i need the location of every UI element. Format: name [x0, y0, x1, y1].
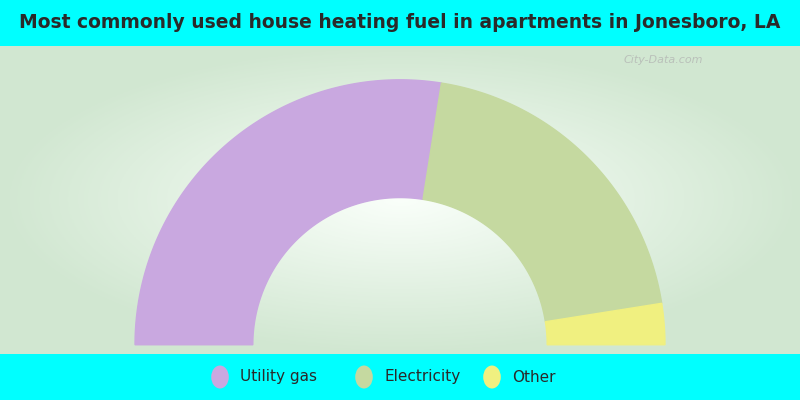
Ellipse shape [211, 366, 229, 388]
Ellipse shape [355, 366, 373, 388]
Text: City-Data.com: City-Data.com [624, 55, 703, 65]
Polygon shape [135, 80, 442, 345]
Polygon shape [546, 303, 665, 345]
Text: Other: Other [512, 370, 555, 384]
Text: Utility gas: Utility gas [240, 370, 317, 384]
Text: Most commonly used house heating fuel in apartments in Jonesboro, LA: Most commonly used house heating fuel in… [19, 14, 781, 32]
Ellipse shape [483, 366, 501, 388]
Polygon shape [423, 83, 662, 322]
Text: Electricity: Electricity [384, 370, 460, 384]
